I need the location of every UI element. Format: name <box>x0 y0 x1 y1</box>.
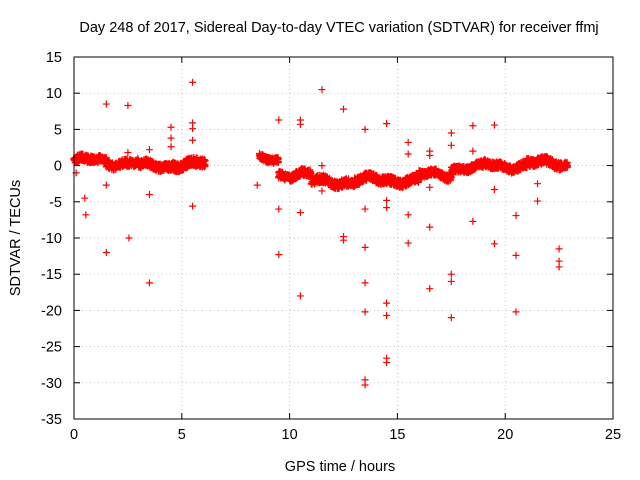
x-axis: 0 5 10 15 20 25 <box>70 57 621 443</box>
outlier-point <box>512 251 520 259</box>
y-tick-label: -15 <box>41 267 62 283</box>
x-axis-label: GPS time / hours <box>285 459 395 475</box>
y-tick-label: 0 <box>54 159 62 175</box>
y-tick-label: -5 <box>49 195 62 211</box>
outlier-point <box>318 187 326 195</box>
outlier-point <box>167 143 175 151</box>
y-tick-label: 15 <box>46 50 62 66</box>
outlier-point <box>318 162 326 170</box>
y-axis-label: SDTVAR / TECUs <box>8 180 24 296</box>
y-tick-label: 10 <box>46 86 62 102</box>
outlier-point <box>555 245 563 253</box>
outlier-point <box>361 381 369 389</box>
outlier-point <box>82 211 90 219</box>
outlier-point <box>426 183 434 191</box>
outlier-point <box>447 314 455 322</box>
outlier-point <box>253 181 261 189</box>
outlier-point <box>102 181 110 189</box>
outlier-point <box>361 243 369 251</box>
outlier-point <box>361 205 369 213</box>
outlier-point <box>404 150 412 158</box>
outlier-point <box>404 138 412 146</box>
outlier-point <box>404 239 412 247</box>
outlier-point <box>383 359 391 367</box>
y-axis: -35 -30 -25 -20 -15 -10 -5 0 5 10 15 <box>41 50 613 428</box>
outlier-point <box>340 236 347 244</box>
x-tick-label: 15 <box>389 427 405 443</box>
outlier-point <box>145 191 153 199</box>
outlier-point <box>81 194 89 202</box>
outlier-point <box>189 125 197 133</box>
outlier-point <box>383 311 391 319</box>
outlier-point <box>426 151 434 159</box>
outlier-point <box>490 240 498 248</box>
y-tick-label: 5 <box>54 122 62 138</box>
outlier-point <box>447 270 455 278</box>
outlier-point <box>124 102 132 110</box>
outlier-point <box>340 105 347 113</box>
x-tick-label: 25 <box>605 427 621 443</box>
outlier-point <box>512 308 520 316</box>
outlier-point <box>102 100 110 108</box>
outlier-point <box>189 78 197 86</box>
chart-title: Day 248 of 2017, Sidereal Day-to-day VTE… <box>79 20 598 36</box>
outlier-point <box>296 209 304 217</box>
x-tick-label: 20 <box>497 427 513 443</box>
outlier-point <box>469 217 477 225</box>
band-point <box>201 156 209 164</box>
outlier-point <box>383 204 391 212</box>
outlier-point <box>275 205 283 213</box>
y-tick-label: -30 <box>41 376 62 392</box>
x-tick-label: 10 <box>282 427 298 443</box>
outlier-point <box>361 279 369 287</box>
outlier-point <box>145 279 153 287</box>
data-points <box>70 78 571 389</box>
outlier-point <box>167 123 175 131</box>
outlier-point <box>490 185 498 193</box>
outlier-point <box>426 223 434 231</box>
band-point <box>563 162 571 170</box>
outlier-point <box>275 116 283 124</box>
outlier-point <box>447 277 455 285</box>
outlier-point <box>534 197 542 205</box>
outlier-point <box>361 125 369 133</box>
outlier-point <box>102 248 110 256</box>
outlier-point <box>361 308 369 316</box>
outlier-point <box>275 251 283 259</box>
x-tick-label: 5 <box>178 427 186 443</box>
outlier-point <box>383 120 391 128</box>
outlier-point <box>318 86 326 94</box>
outlier-point <box>534 180 542 188</box>
outlier-point <box>383 196 391 204</box>
y-tick-label: -10 <box>41 231 62 247</box>
outlier-point <box>296 292 304 300</box>
y-tick-label: -25 <box>41 340 62 356</box>
grid-lines <box>74 57 613 419</box>
plot-frame <box>73 56 614 420</box>
outlier-point <box>490 121 498 129</box>
outlier-point <box>145 146 153 154</box>
outlier-point <box>383 299 391 307</box>
outlier-point <box>125 234 133 242</box>
outlier-point <box>469 147 477 155</box>
outlier-point <box>404 211 412 219</box>
y-tick-label: -20 <box>41 303 62 319</box>
x-tick-label: 0 <box>70 427 78 443</box>
band-point <box>274 158 282 166</box>
outlier-point <box>124 149 132 157</box>
outlier-point <box>426 285 434 293</box>
y-tick-label: -35 <box>41 412 62 428</box>
outlier-point <box>512 212 520 220</box>
outlier-point <box>555 263 563 271</box>
outlier-point <box>189 202 197 210</box>
outlier-point <box>447 141 455 149</box>
outlier-point <box>189 136 197 144</box>
outlier-point <box>167 134 175 142</box>
outlier-point <box>447 129 455 137</box>
outlier-point <box>296 120 304 128</box>
outlier-point <box>469 122 477 130</box>
band-point <box>201 162 209 170</box>
